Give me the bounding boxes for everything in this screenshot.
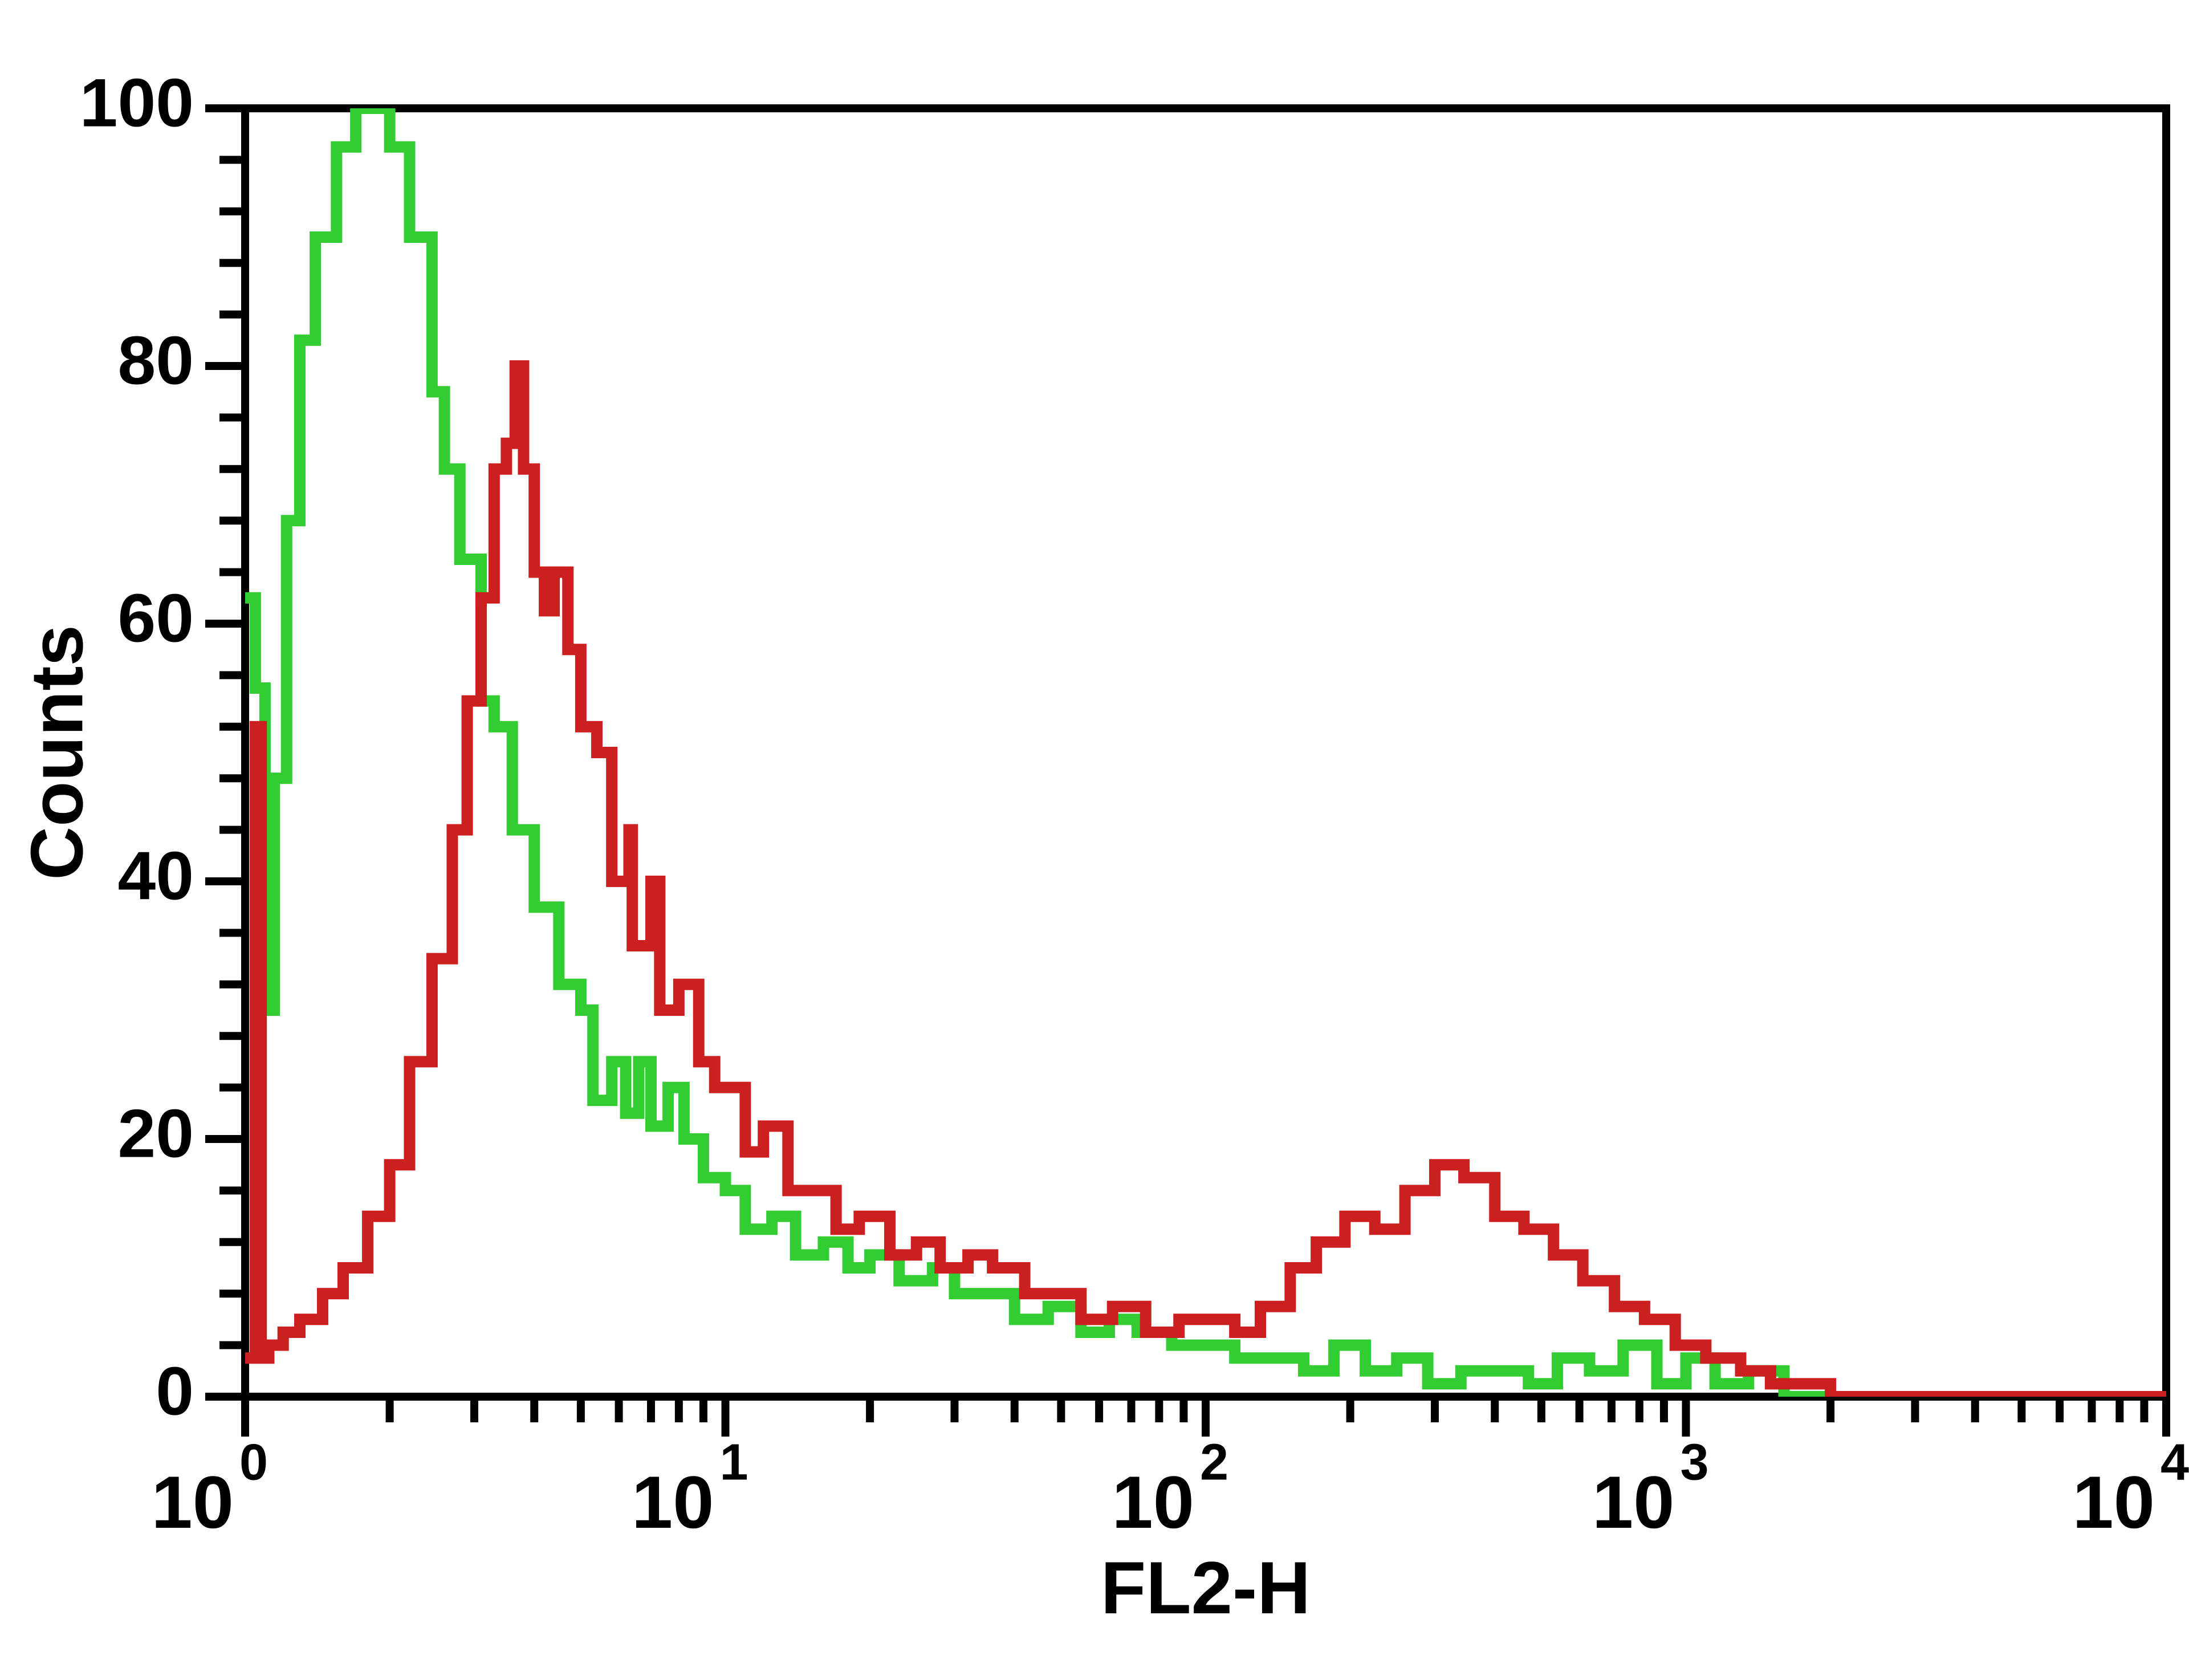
svg-text:10: 10 [151, 1461, 234, 1544]
chart-svg: 020406080100Counts100101102103104FL2-H [0, 0, 2189, 1680]
y-tick-label: 0 [156, 1353, 194, 1430]
y-tick-label: 20 [118, 1096, 194, 1172]
x-axis-label: FL2-H [1101, 1546, 1311, 1629]
svg-text:10: 10 [1592, 1461, 1675, 1544]
svg-text:3: 3 [1681, 1434, 1709, 1491]
y-tick-label: 80 [118, 323, 194, 399]
svg-text:10: 10 [632, 1461, 714, 1544]
svg-text:2: 2 [1200, 1434, 1228, 1491]
y-tick-label: 60 [118, 580, 194, 657]
flow-cytometry-histogram: 020406080100Counts100101102103104FL2-H [0, 0, 2189, 1680]
svg-text:10: 10 [1112, 1461, 1194, 1544]
svg-text:1: 1 [720, 1434, 748, 1491]
svg-text:4: 4 [2160, 1434, 2189, 1491]
y-axis-label: Counts [15, 625, 98, 880]
svg-text:0: 0 [239, 1434, 268, 1491]
y-tick-label: 40 [118, 838, 194, 914]
svg-text:10: 10 [2072, 1461, 2155, 1544]
y-tick-label: 100 [80, 65, 194, 141]
